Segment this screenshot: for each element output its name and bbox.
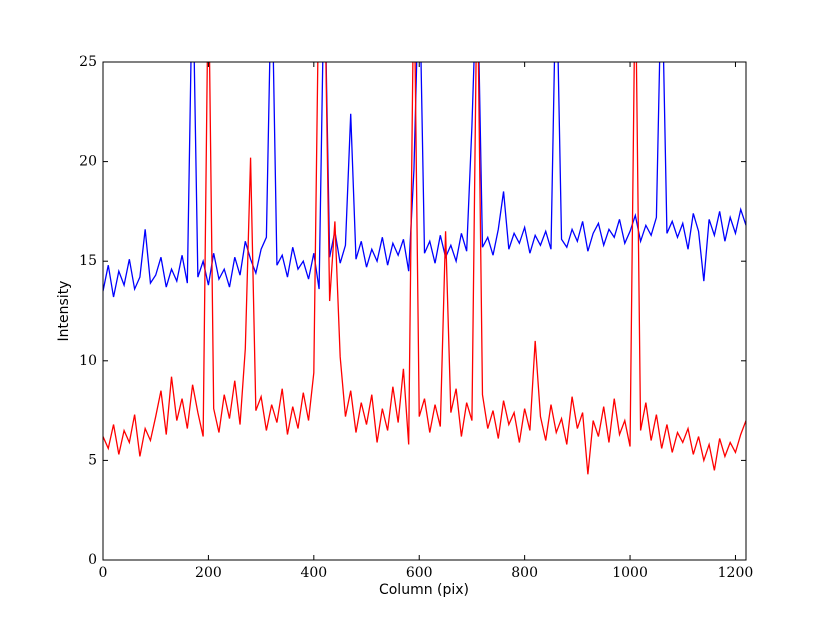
y-tick-label: 25 xyxy=(79,54,97,70)
y-tick-label: 10 xyxy=(79,353,97,369)
x-tick-label: 800 xyxy=(511,565,538,581)
x-tick-label: 0 xyxy=(99,565,108,581)
y-tick-label: 0 xyxy=(88,552,97,568)
series-line xyxy=(103,62,746,475)
x-tick-label: 400 xyxy=(300,565,327,581)
x-tick-label: 1200 xyxy=(718,565,754,581)
plot-area xyxy=(103,62,746,560)
x-tick-label: 200 xyxy=(195,565,222,581)
y-tick-label: 5 xyxy=(88,452,97,468)
plot-frame xyxy=(102,61,747,561)
y-tick-label: 15 xyxy=(79,253,97,269)
y-tick-label: 20 xyxy=(79,154,97,170)
series-group xyxy=(103,62,746,475)
x-axis-label: Column (pix) xyxy=(379,582,469,598)
x-tick-label: 1000 xyxy=(612,565,648,581)
y-axis-label: Intensity xyxy=(56,281,72,342)
x-tick-label: 600 xyxy=(406,565,433,581)
